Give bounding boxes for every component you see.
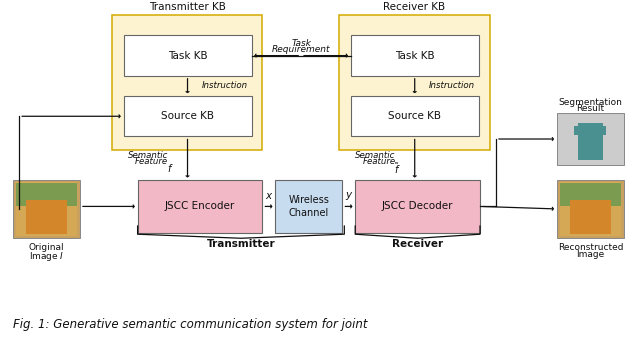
Text: Transmitter KB: Transmitter KB [148,2,226,12]
FancyBboxPatch shape [351,96,479,136]
FancyBboxPatch shape [275,180,342,233]
Text: Source KB: Source KB [388,111,441,121]
Text: Feature: Feature [362,157,396,166]
FancyBboxPatch shape [560,182,621,236]
Text: Wireless: Wireless [289,195,329,205]
Text: $y$: $y$ [344,190,353,202]
Text: Fig. 1: Generative semantic communication system for joint: Fig. 1: Generative semantic communicatio… [13,318,367,332]
FancyBboxPatch shape [138,180,262,233]
Text: Reconstructed: Reconstructed [557,243,623,252]
FancyBboxPatch shape [351,35,479,76]
Text: Original: Original [29,243,64,252]
Text: JSCC Decoder: JSCC Decoder [382,202,453,211]
Text: Instruction: Instruction [202,82,248,90]
Text: $f$: $f$ [167,162,173,175]
FancyBboxPatch shape [557,180,624,238]
Text: Segmentation: Segmentation [559,98,622,107]
Text: Task KB: Task KB [395,51,435,61]
Text: JSCC Encoder: JSCC Encoder [165,202,235,211]
FancyBboxPatch shape [575,126,588,135]
Text: $\tilde{f}$: $\tilde{f}$ [394,161,401,176]
Text: Source KB: Source KB [161,111,214,121]
FancyBboxPatch shape [112,15,262,150]
Text: Receiver KB: Receiver KB [383,2,445,12]
Text: Instruction: Instruction [429,82,475,90]
FancyBboxPatch shape [16,182,77,236]
Text: Result: Result [577,104,604,113]
FancyBboxPatch shape [570,200,611,234]
Text: Receiver: Receiver [392,239,443,249]
Text: Requirement: Requirement [272,45,330,54]
Text: Image $\mathit{I}$: Image $\mathit{I}$ [29,250,64,263]
FancyBboxPatch shape [124,35,252,76]
FancyBboxPatch shape [339,15,490,150]
FancyBboxPatch shape [16,183,77,206]
FancyBboxPatch shape [124,96,252,136]
Text: Transmitter: Transmitter [207,239,275,249]
FancyBboxPatch shape [26,200,67,234]
FancyBboxPatch shape [557,113,624,165]
Text: Image: Image [576,250,605,259]
FancyBboxPatch shape [594,126,607,135]
Text: Semantic: Semantic [128,151,168,159]
FancyBboxPatch shape [560,183,621,206]
Text: Task: Task [291,39,311,48]
FancyBboxPatch shape [578,123,604,160]
FancyBboxPatch shape [13,180,80,238]
Text: $x$: $x$ [264,191,273,201]
FancyBboxPatch shape [355,180,480,233]
Text: Channel: Channel [289,208,329,218]
Text: Feature: Feature [135,157,168,166]
Text: Semantic: Semantic [355,151,396,159]
Text: Task KB: Task KB [168,51,207,61]
